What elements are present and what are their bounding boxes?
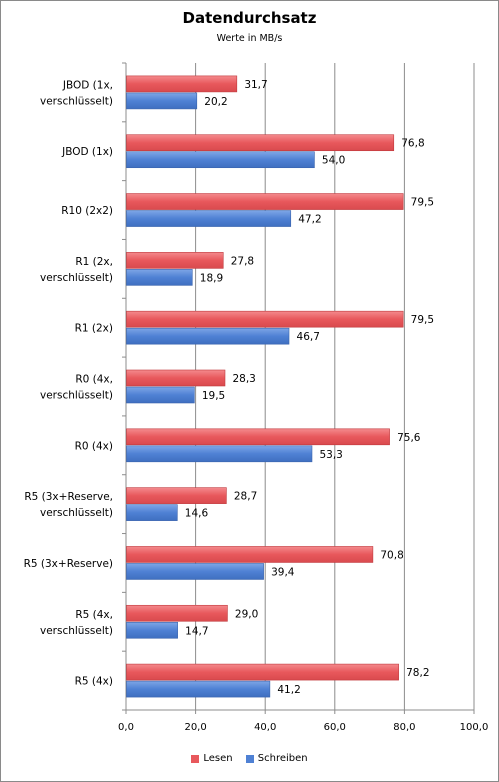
data-label-lesen: 28,7 — [234, 491, 257, 503]
data-label-schreiben: 14,6 — [185, 508, 209, 520]
x-tick-label: 60,0 — [324, 722, 346, 733]
data-label-schreiben: 20,2 — [204, 96, 227, 108]
bar-lesen — [126, 75, 238, 93]
data-label-schreiben: 19,5 — [202, 390, 225, 402]
data-label-schreiben: 46,7 — [297, 331, 320, 343]
category-label: verschlüsselt) — [40, 272, 113, 284]
bar-lesen — [126, 428, 390, 446]
bar-chart: 0,0 20,0 40,0 60,0 80,0 100,0 JBOD (1x, verschl… — [24, 62, 489, 733]
chart-title: Datendurchsatz — [182, 9, 317, 27]
data-label-lesen: 76,8 — [401, 138, 424, 150]
data-label-schreiben: 14,7 — [185, 625, 208, 637]
legend-label-lesen: Lesen — [203, 753, 233, 764]
x-tick-label: 0,0 — [118, 722, 134, 733]
data-label-schreiben: 18,9 — [200, 272, 223, 284]
data-label-schreiben: 41,2 — [277, 684, 300, 696]
bar-schreiben — [126, 386, 195, 404]
bar-lesen — [126, 369, 226, 387]
data-label-lesen: 79,5 — [411, 314, 434, 326]
data-label-lesen: 75,6 — [397, 432, 421, 444]
category-label: R1 (2x, — [75, 256, 113, 268]
category-label: verschlüsselt) — [40, 390, 113, 402]
category-label: JBOD (1x, — [62, 79, 113, 91]
category-label: R0 (4x) — [75, 440, 113, 452]
category-label: verschlüsselt) — [40, 507, 113, 519]
category-label: R10 (2x2) — [61, 205, 113, 217]
x-tick-label: 20,0 — [184, 722, 206, 733]
bar-lesen — [126, 134, 395, 152]
data-label-schreiben: 47,2 — [298, 214, 321, 226]
data-label-lesen: 79,5 — [411, 197, 434, 209]
category-label: R5 (4x) — [75, 676, 113, 688]
data-label-lesen: 28,3 — [232, 373, 255, 385]
bar-schreiben — [126, 92, 198, 110]
category-label: R5 (3x+Reserve, — [24, 491, 113, 503]
legend-swatch-lesen — [191, 754, 200, 763]
bar-schreiben — [126, 504, 178, 521]
category-label: verschlüsselt) — [40, 625, 113, 637]
bar-lesen — [126, 604, 228, 622]
legend-swatch-schreiben — [245, 754, 254, 763]
bar-schreiben — [126, 621, 178, 639]
data-label-lesen: 27,8 — [231, 255, 254, 267]
bar-lesen — [126, 252, 224, 269]
x-tick-label: 40,0 — [254, 722, 276, 733]
x-tick-label: 80,0 — [393, 722, 415, 733]
category-label: R5 (3x+Reserve) — [24, 558, 113, 570]
category-label: JBOD (1x) — [61, 146, 113, 158]
category-label: verschlüsselt) — [40, 95, 113, 107]
category-label: R1 (2x) — [75, 323, 113, 335]
bar-lesen — [126, 193, 404, 210]
bar-lesen — [126, 310, 404, 328]
bar-lesen — [126, 487, 227, 504]
chart-subtitle: Werte in MB/s — [216, 33, 283, 44]
legend: Lesen Schreiben — [0, 753, 499, 766]
bar-lesen — [126, 546, 374, 563]
bar-schreiben — [126, 327, 290, 345]
category-label: R0 (4x, — [75, 374, 113, 386]
legend-item-schreiben: Schreiben — [245, 753, 308, 764]
data-label-lesen: 78,2 — [406, 667, 429, 679]
data-label-schreiben: 54,0 — [322, 155, 345, 167]
bar-schreiben — [126, 563, 264, 580]
bar-schreiben — [126, 445, 313, 463]
bar-schreiben — [126, 269, 193, 286]
data-label-schreiben: 53,3 — [319, 449, 342, 461]
data-label-schreiben: 39,4 — [271, 566, 295, 578]
x-tick-label: 100,0 — [460, 722, 489, 733]
data-label-lesen: 31,7 — [244, 79, 267, 91]
bar-schreiben — [126, 680, 271, 698]
data-label-lesen: 70,8 — [380, 549, 403, 561]
bar-schreiben — [126, 210, 292, 227]
category-label: R5 (4x, — [75, 609, 113, 621]
bar-lesen — [126, 663, 399, 681]
legend-label-schreiben: Schreiben — [257, 753, 308, 764]
bar-schreiben — [126, 151, 315, 169]
legend-item-lesen: Lesen — [191, 753, 233, 764]
data-label-lesen: 29,0 — [235, 608, 258, 620]
